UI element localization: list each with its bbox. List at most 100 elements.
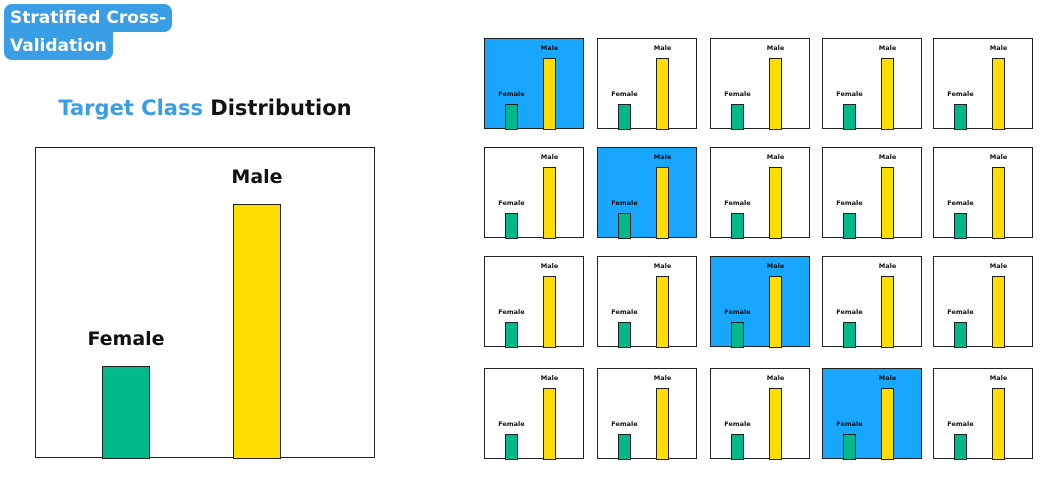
bar-male [769,387,782,460]
bar-label-male: Male [878,262,897,270]
bar-female [505,433,518,460]
bar-female [954,321,967,348]
bar-label-male: Male [540,44,559,52]
fold-panel: Female Male [484,38,584,130]
bar-label-male: Male [540,262,559,270]
bar-female [618,212,631,239]
bar-label-male: Male [540,153,559,161]
bar-label-female: Female [724,90,751,98]
bar-label-male: Male [766,44,785,52]
bar-female [954,212,967,239]
badge-line-1: Stratified Cross- [4,4,173,32]
bar-label-male: Male [653,262,672,270]
bar-male [543,166,556,239]
bar-female [954,433,967,460]
bar-label-female: Female [836,90,863,98]
bar-label-male: Male [878,374,897,382]
bar-female [843,433,856,460]
bar-male [769,57,782,130]
bar-female [102,365,150,459]
bar-label-female: Female [947,308,974,316]
bar-label-female: Female [611,90,638,98]
bar-label-male: Male [231,166,283,188]
bar-label-male: Male [653,374,672,382]
bar-label-male: Male [989,153,1008,161]
bar-label-female: Female [836,420,863,428]
bar-male [992,57,1005,130]
badge-line-2: Validation [4,32,113,60]
fold-panel: Female Male [710,147,810,239]
fold-panel: Female Male [822,368,922,460]
fold-panel: Female Male [484,368,584,460]
fold-panel: Female Male [597,38,697,130]
bar-female [618,103,631,130]
bar-female [731,212,744,239]
bar-female [731,321,744,348]
bar-female [954,103,967,130]
bar-label-male: Male [653,153,672,161]
bar-male [543,387,556,460]
fold-panel: Female Male [484,256,584,348]
bar-label-female: Female [498,90,525,98]
bar-label-male: Male [989,374,1008,382]
bar-label-female: Female [947,199,974,207]
chart-title: Target Class Distribution [0,96,410,120]
bar-label-female: Female [611,308,638,316]
bar-label-female: Female [87,328,165,350]
bar-label-male: Male [766,374,785,382]
bar-female [618,433,631,460]
bar-male [992,275,1005,348]
bar-male [656,387,669,460]
bar-label-male: Male [989,262,1008,270]
bar-male [881,166,894,239]
bar-label-female: Female [836,308,863,316]
bar-label-female: Female [724,420,751,428]
fold-panel: Female Male [933,368,1033,460]
bar-male [769,166,782,239]
bar-male [992,166,1005,239]
bar-label-male: Male [766,262,785,270]
fold-panel: Female Male [822,38,922,130]
bar-male [656,275,669,348]
bar-label-female: Female [611,199,638,207]
bar-female [505,103,518,130]
bar-male [543,275,556,348]
bar-female [618,321,631,348]
chart-title-rest: Distribution [202,96,352,120]
bar-label-male: Male [989,44,1008,52]
bar-female [843,103,856,130]
fold-panel: Female Male [933,256,1033,348]
target-class-chart: Female Male [35,147,375,459]
fold-panel: Female Male [597,256,697,348]
bar-male [881,275,894,348]
bar-female [843,212,856,239]
fold-panel: Female Male [484,147,584,239]
bar-male [233,203,281,459]
bar-female [843,321,856,348]
bar-label-female: Female [498,308,525,316]
bar-male [656,166,669,239]
chart-title-accent: Target Class [58,96,203,120]
bar-label-female: Female [947,90,974,98]
fold-panel: Female Male [822,256,922,348]
bar-label-female: Female [498,420,525,428]
fold-panel: Female Male [710,38,810,130]
fold-panel: Female Male [710,256,810,348]
bar-label-male: Male [878,153,897,161]
bar-male [992,387,1005,460]
bar-label-male: Male [878,44,897,52]
bar-female [505,321,518,348]
bar-label-female: Female [724,308,751,316]
fold-panel: Female Male [933,147,1033,239]
bar-label-female: Female [498,199,525,207]
bar-male [769,275,782,348]
bar-female [731,103,744,130]
bar-female [505,212,518,239]
fold-panel: Female Male [597,368,697,460]
section-badge: Stratified Cross- Validation [4,4,184,60]
bar-label-male: Male [653,44,672,52]
bar-female [731,433,744,460]
bar-male [881,387,894,460]
bar-label-female: Female [836,199,863,207]
bar-label-female: Female [611,420,638,428]
